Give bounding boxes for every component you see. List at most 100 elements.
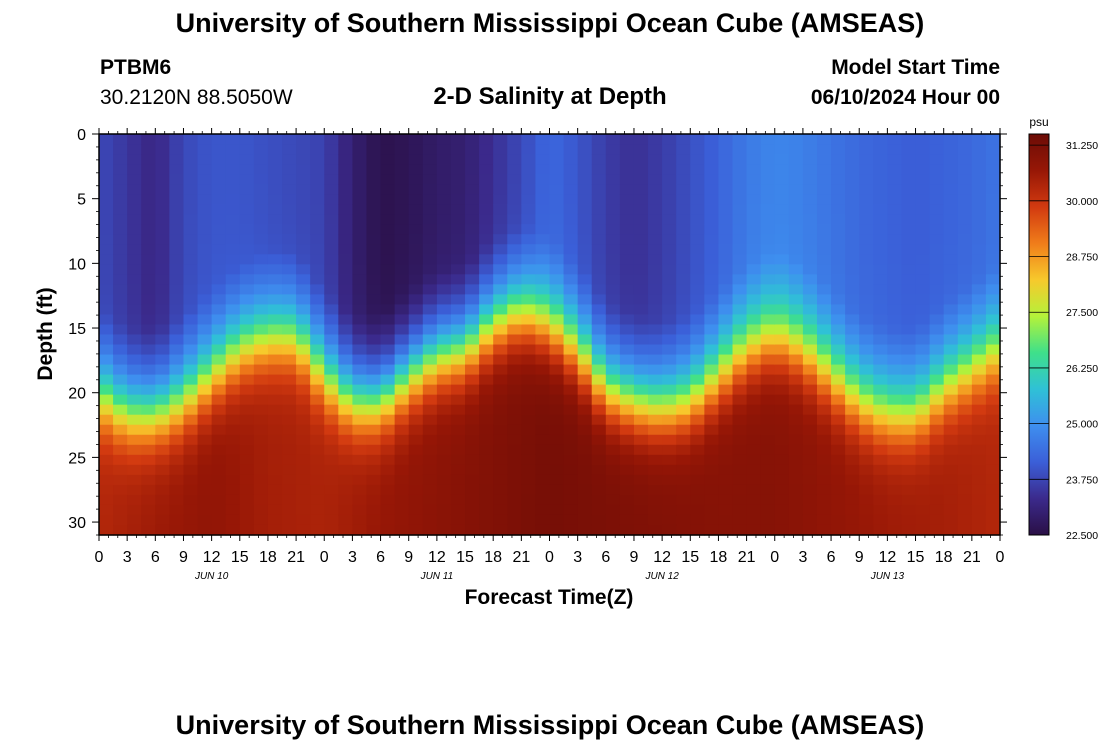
heatmap-cell <box>901 354 917 366</box>
heatmap-cell <box>873 134 888 145</box>
x-tick-label: 12 <box>203 549 221 566</box>
heatmap-cell <box>436 454 452 466</box>
heatmap-cell <box>788 194 804 205</box>
heatmap-cell <box>394 314 410 326</box>
heatmap-cell <box>436 444 452 456</box>
heatmap-cell <box>760 494 776 506</box>
heatmap-cell <box>366 264 382 275</box>
heatmap-cell <box>366 494 382 506</box>
heatmap-cell <box>141 204 156 215</box>
heatmap-cell <box>802 484 818 496</box>
heatmap-cell <box>282 394 297 406</box>
heatmap-cell <box>915 404 931 416</box>
heatmap-cell <box>831 134 846 145</box>
heatmap-cell <box>394 474 410 486</box>
heatmap-cell <box>662 354 677 366</box>
heatmap-cell <box>887 164 903 175</box>
heatmap-cell <box>774 224 790 235</box>
heatmap-cell <box>662 274 677 285</box>
heatmap-cell <box>774 194 790 205</box>
heatmap-cell <box>662 164 677 175</box>
heatmap-cell <box>436 144 452 155</box>
heatmap-cell <box>225 334 241 346</box>
heatmap-cell <box>197 284 213 295</box>
heatmap-cell <box>380 444 396 456</box>
heatmap-cell <box>450 364 466 376</box>
heatmap-cell <box>901 434 917 446</box>
heatmap-cell <box>324 274 339 285</box>
heatmap-cell <box>253 514 269 526</box>
heatmap-cell <box>831 164 846 175</box>
heatmap-cell <box>788 184 804 195</box>
heatmap-cell <box>493 484 508 496</box>
heatmap-cell <box>957 414 973 426</box>
heatmap-cell <box>113 134 128 145</box>
heatmap-cell <box>99 264 114 275</box>
heatmap-cell <box>802 274 818 285</box>
heatmap-cell <box>422 404 438 416</box>
heatmap-cell <box>155 484 170 496</box>
heatmap-cell <box>887 414 903 426</box>
heatmap-cell <box>943 234 959 245</box>
heatmap-cell <box>718 164 734 175</box>
heatmap-cell <box>169 464 185 476</box>
heatmap-cell <box>802 434 818 446</box>
heatmap-cell <box>816 234 832 245</box>
heatmap-cell <box>225 244 241 255</box>
heatmap-cell <box>127 154 142 165</box>
heatmap-cell <box>225 474 241 486</box>
heatmap-cell <box>282 314 297 326</box>
heatmap-cell <box>746 184 762 195</box>
heatmap-cell <box>408 144 424 155</box>
heatmap-cell <box>183 444 199 456</box>
heatmap-cell <box>563 244 579 255</box>
heatmap-cell <box>183 344 199 356</box>
heatmap-cell <box>450 154 466 165</box>
heatmap-cell <box>521 444 537 456</box>
heatmap-cell <box>324 304 339 316</box>
heatmap-cell <box>493 444 508 456</box>
heatmap-cell <box>380 164 396 175</box>
heatmap-cell <box>99 154 114 165</box>
heatmap-cell <box>225 434 241 446</box>
heatmap-cell <box>127 304 142 316</box>
heatmap-cell <box>141 294 156 306</box>
heatmap-cell <box>577 404 593 416</box>
heatmap-cell <box>704 394 720 406</box>
heatmap-cell <box>225 374 241 386</box>
heatmap-cell <box>450 514 466 526</box>
heatmap-cell <box>338 454 354 466</box>
heatmap-cell <box>113 424 128 436</box>
heatmap-cell <box>155 454 170 466</box>
x-tick-label: 0 <box>770 549 779 566</box>
heatmap-cell <box>155 424 170 436</box>
heatmap-cell <box>746 164 762 175</box>
heatmap-cell <box>563 234 579 245</box>
heatmap-cell <box>493 324 508 336</box>
heatmap-cell <box>662 154 677 165</box>
heatmap-cell <box>605 494 621 506</box>
heatmap-cell <box>465 224 480 235</box>
heatmap-cell <box>507 474 522 486</box>
heatmap-cell <box>479 284 494 295</box>
heatmap-cell <box>676 264 691 275</box>
heatmap-cell <box>99 194 114 205</box>
heatmap-cell <box>479 464 494 476</box>
x-tick-label: 12 <box>878 549 896 566</box>
heatmap-cell <box>985 394 1001 406</box>
heatmap-cell <box>394 384 410 396</box>
heatmap-cell <box>957 304 973 316</box>
heatmap-cell <box>113 474 128 486</box>
heatmap-cell <box>845 164 860 175</box>
heatmap-cell <box>465 164 480 175</box>
heatmap-cell <box>591 214 607 225</box>
heatmap-cell <box>929 284 945 295</box>
heatmap-cell <box>296 214 311 225</box>
heatmap-cell <box>450 274 466 285</box>
heatmap-cell <box>197 524 213 536</box>
heatmap-cell <box>619 444 635 456</box>
heatmap-cell <box>971 304 987 316</box>
heatmap-cell <box>239 504 255 516</box>
heatmap-cell <box>957 504 973 516</box>
heatmap-cell <box>788 284 804 295</box>
